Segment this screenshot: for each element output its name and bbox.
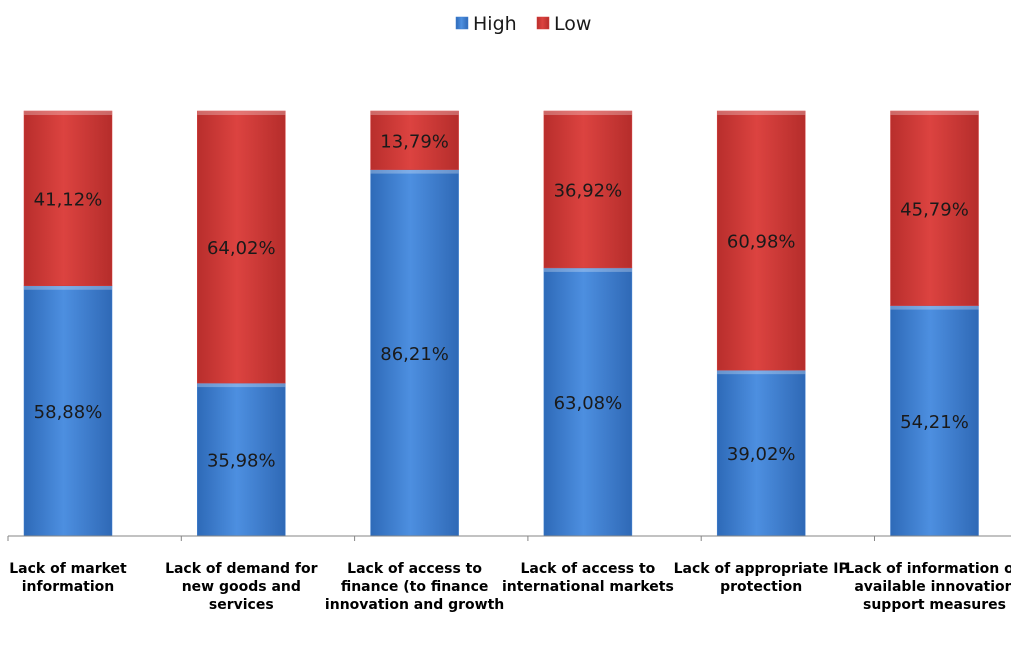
bar-highlight [890, 111, 979, 115]
data-label: 36,92% [554, 180, 623, 201]
bar-high-0 [23, 285, 113, 537]
bar-highlight [370, 111, 459, 115]
category-label: Lack of information on available innovat… [845, 561, 1011, 613]
legend-swatch-high [455, 16, 469, 30]
bar-highlight [717, 111, 806, 115]
category-label: Lack of demand for new goods and service… [165, 561, 318, 613]
bar-highlight [717, 370, 806, 375]
bar-low-0 [23, 110, 113, 287]
data-label: 35,98% [207, 451, 276, 472]
bar-high-3 [543, 267, 633, 537]
data-label: 58,88% [34, 402, 103, 423]
bar-highlight [24, 285, 112, 290]
category-label: Lack of market information [9, 561, 127, 595]
data-label: 54,21% [900, 412, 969, 433]
bar-low-5 [890, 110, 979, 306]
x-axis-ticks [7, 536, 875, 541]
bar-low-1 [197, 110, 286, 384]
bar-highlight [370, 169, 459, 174]
bar-highlight [543, 111, 632, 115]
legend-swatch-low [536, 16, 550, 30]
category-label: Lack of access to finance (to finance in… [324, 561, 505, 613]
bar-high-2 [370, 169, 459, 537]
data-label: 86,21% [380, 344, 449, 365]
bar-highlight [890, 305, 979, 310]
bar-low-4 [716, 110, 806, 371]
bar-high-5 [890, 305, 979, 537]
bars: 58,88% 41,12% 35,98% 64,02% 86,21% 13,79% 63,0… [23, 110, 979, 537]
category-label: Lack of access to international markets [501, 561, 674, 595]
bar-highlight [543, 267, 632, 272]
bar-highlight [197, 111, 286, 115]
data-label: 63,08% [554, 393, 623, 414]
data-label: 41,12% [34, 189, 103, 210]
bar-highlight [197, 383, 286, 388]
data-label: 39,02% [727, 444, 796, 465]
bar-highlight [24, 111, 112, 115]
legend-label-low: Low [554, 13, 591, 35]
data-label: 64,02% [207, 238, 276, 259]
category-label: Lack of appropriate IP protection [673, 561, 849, 595]
data-label: 60,98% [727, 232, 796, 253]
legend: High Low [455, 13, 591, 35]
legend-label-high: High [473, 13, 517, 35]
data-label: 13,79% [380, 131, 449, 152]
bar-low-2 [370, 110, 459, 170]
bar-low-3 [543, 110, 633, 269]
data-label: 45,79% [900, 199, 969, 220]
